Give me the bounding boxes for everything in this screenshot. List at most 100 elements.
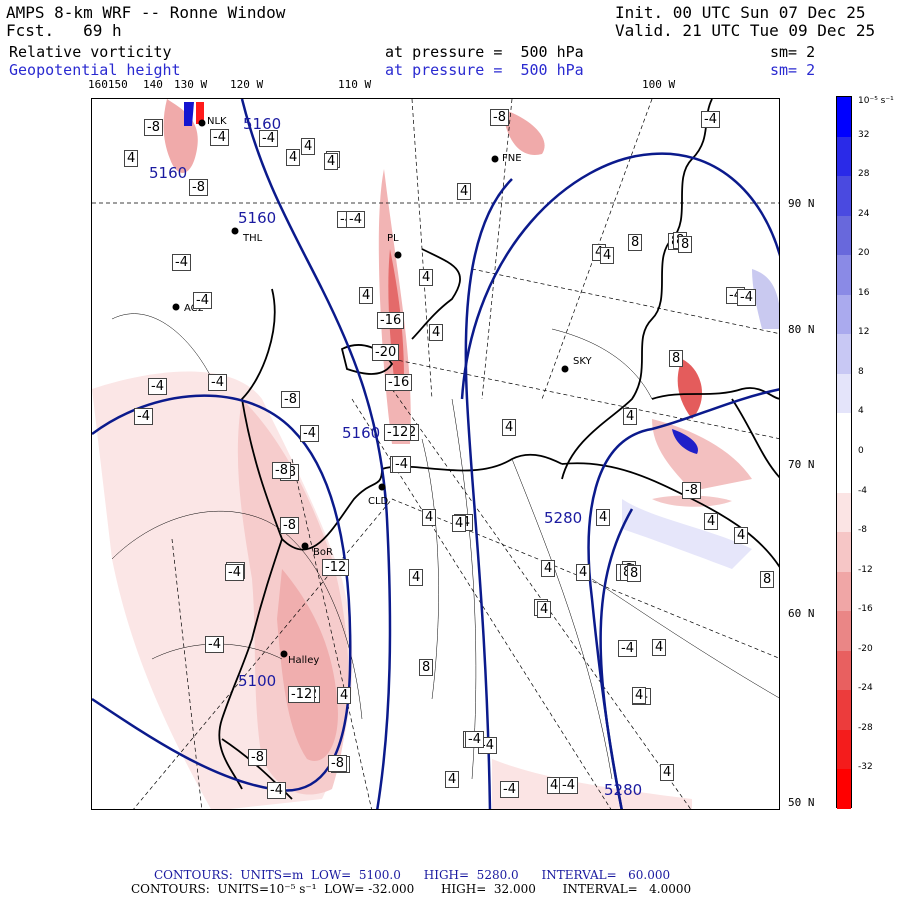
vorticity-label: 8 xyxy=(628,234,643,251)
vorticity-label: -4 xyxy=(701,111,720,128)
vorticity-label: -4 xyxy=(172,254,191,271)
station-label: Halley xyxy=(288,655,320,666)
colorbar-band xyxy=(837,690,851,731)
valid-time: Valid. 21 UTC Tue 09 Dec 25 xyxy=(615,21,876,40)
station-dot-halley xyxy=(280,650,288,658)
lat-label: 80 N xyxy=(788,323,815,336)
colorbar-band xyxy=(837,255,851,296)
lat-label: 90 N xyxy=(788,197,815,210)
vorticity-label: -8 xyxy=(281,391,300,408)
vorticity-label: -8 xyxy=(144,119,163,136)
vorticity-label: 4 xyxy=(623,408,638,425)
colorbar-tick-label: 24 xyxy=(858,208,870,219)
height-label: 5160 xyxy=(342,424,381,442)
vorticity-label: -4 xyxy=(559,777,578,794)
field-1-smoothing: sm= 2 xyxy=(770,43,816,61)
colorbar-band xyxy=(837,334,851,375)
station-label: SKY xyxy=(573,356,592,367)
lon-label: 100 W xyxy=(642,78,676,91)
vorticity-label: -12 xyxy=(288,686,316,703)
lat-label: 50 N xyxy=(788,796,815,809)
colorbar-band xyxy=(837,532,851,573)
vorticity-label: 4 xyxy=(537,601,552,618)
height-label: 5160 xyxy=(243,115,282,133)
vorticity-label: 4 xyxy=(409,569,424,586)
vorticity-label: -4 xyxy=(478,737,497,754)
vorticity-label: -4 xyxy=(259,130,278,147)
colorbar-tick-label: -28 xyxy=(858,722,873,733)
field-1-level: at pressure = 500 hPa xyxy=(385,43,584,61)
vorticity-label: 8 xyxy=(669,350,684,367)
vorticity-label: -16 xyxy=(385,374,413,391)
station-label: THL xyxy=(243,233,263,244)
field-2-level: at pressure = 500 hPa xyxy=(385,61,584,79)
colorbar-band xyxy=(837,650,851,691)
colorbar-band xyxy=(837,97,851,138)
colorbar-tick-label: 12 xyxy=(858,327,870,338)
vorticity-label: 4 xyxy=(541,560,556,577)
vorticity-label: -4 xyxy=(500,781,519,798)
vorticity-label: -4 xyxy=(392,456,411,473)
vorticity-label: 4 xyxy=(359,287,374,304)
height-label: 5280 xyxy=(544,509,583,527)
vorticity-label: -4 xyxy=(208,374,227,391)
vorticity-label: -4 xyxy=(300,425,319,442)
colorbar-tick-label: 16 xyxy=(858,287,870,298)
vorticity-label: -4 xyxy=(267,782,286,799)
field-2-name: Geopotential height xyxy=(9,61,181,79)
vorticity-label: 4 xyxy=(419,269,434,286)
vorticity-shading xyxy=(92,99,779,809)
station-dot-thl xyxy=(231,227,239,235)
vorticity-label: 4 xyxy=(600,247,615,264)
vorticity-label: 4 xyxy=(452,515,467,532)
station-dot-fne xyxy=(491,155,499,163)
vorticity-label: -8 xyxy=(280,517,299,534)
colorbar-band xyxy=(837,294,851,335)
vorticity-label: -8 xyxy=(272,462,291,479)
vorticity-label: 4 xyxy=(576,564,591,581)
vorticity-label: -8 xyxy=(248,749,267,766)
lon-label: 110 W xyxy=(338,78,372,91)
vorticity-label: 4 xyxy=(429,324,444,341)
field-1-name: Relative vorticity xyxy=(9,43,172,61)
vorticity-label: 4 xyxy=(337,687,352,704)
station-label: NLK xyxy=(207,116,227,127)
vorticity-label: 4 xyxy=(632,687,647,704)
vorticity-label: -12 xyxy=(322,559,350,576)
lat-label: 60 N xyxy=(788,607,815,620)
colorbar-band xyxy=(837,729,851,770)
footer-height-contours: CONTOURS: UNITS=m LOW= 5100.0 HIGH= 5280… xyxy=(154,868,671,882)
station-dot-ac2 xyxy=(172,303,180,311)
vorticity-label: -16 xyxy=(377,312,405,329)
vorticity-label: -4 xyxy=(210,129,229,146)
lat-label: 70 N xyxy=(788,458,815,471)
vorticity-label: -4 xyxy=(205,636,224,653)
forecast-hour: Fcst. 69 h xyxy=(6,21,122,40)
vorticity-label: -4 xyxy=(148,378,167,395)
vorticity-label: 4 xyxy=(704,513,719,530)
lon-label: 120 W xyxy=(230,78,264,91)
vorticity-label: -12 xyxy=(384,424,412,441)
vorticity-label: 4 xyxy=(502,419,517,436)
colorbar-tick-label: -24 xyxy=(858,683,873,694)
vorticity-label: -4 xyxy=(618,640,637,657)
vorticity-label: 8 xyxy=(627,565,642,582)
lon-label: 130 W xyxy=(174,78,208,91)
vorticity-label: 4 xyxy=(652,639,667,656)
lon-label: 160150 xyxy=(88,78,128,91)
colorbar-tick-label: -20 xyxy=(858,643,873,654)
vorticity-label: -4 xyxy=(134,408,153,425)
colorbar-tick-label: -16 xyxy=(858,604,873,615)
vorticity-label: -20 xyxy=(372,344,400,361)
colorbar xyxy=(836,96,852,810)
colorbar-band xyxy=(837,769,851,810)
vorticity-label: 4 xyxy=(596,509,611,526)
vorticity-label: -4 xyxy=(465,731,484,748)
colorbar-tick-label: -12 xyxy=(858,564,873,575)
vorticity-label: -8 xyxy=(490,109,509,126)
vorticity-label: -8 xyxy=(682,482,701,499)
colorbar-tick-label: -8 xyxy=(858,525,867,536)
height-label: 5160 xyxy=(149,164,188,182)
colorbar-band xyxy=(837,413,851,454)
height-label: 5160 xyxy=(238,209,277,227)
